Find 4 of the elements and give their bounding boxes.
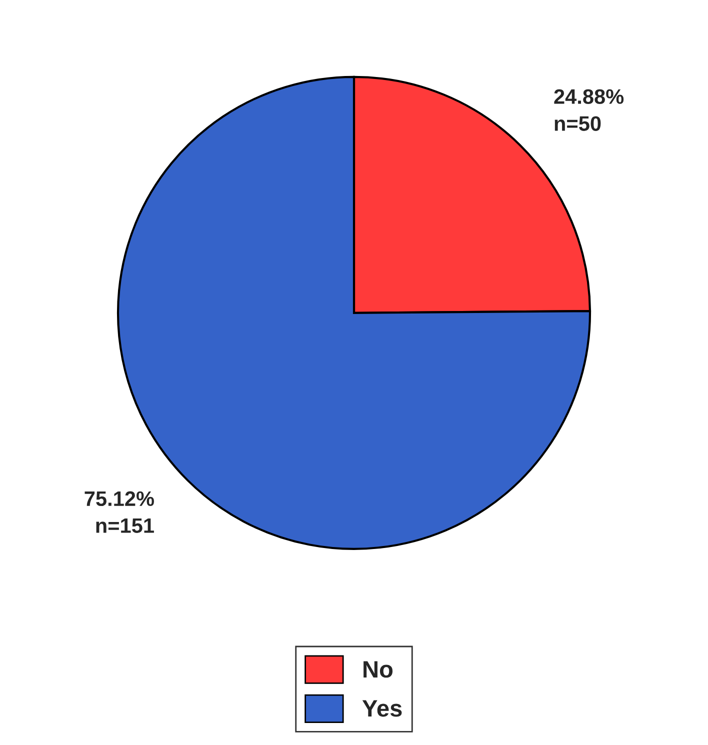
legend-label: Yes bbox=[362, 700, 402, 717]
legend-label: No bbox=[364, 661, 393, 678]
data-label: 24.88% n=50 bbox=[554, 89, 624, 131]
data-label: 75.12% n=151 bbox=[84, 491, 154, 534]
